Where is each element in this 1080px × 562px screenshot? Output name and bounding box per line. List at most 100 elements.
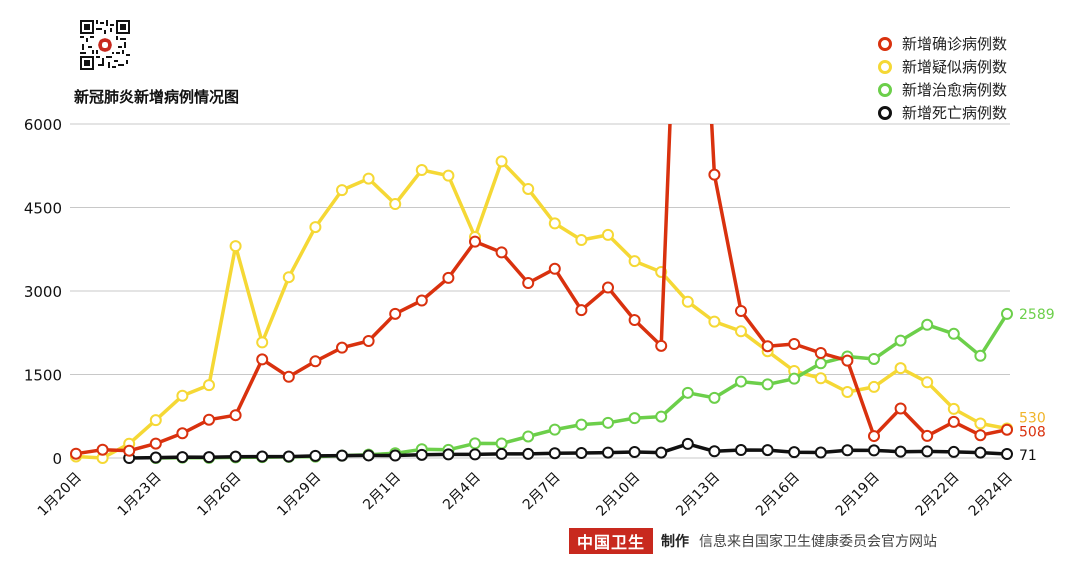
- data-point-deaths: [389, 449, 402, 462]
- data-point-cured: [469, 437, 481, 450]
- legend-label-suspected: 新增疑似病例数: [902, 58, 1008, 76]
- qr-code: [80, 20, 130, 70]
- data-point-deaths: [415, 448, 428, 461]
- x-tick-label: 1月20日: [35, 470, 85, 520]
- data-point-confirmed: [548, 262, 561, 275]
- data-point-cured: [602, 416, 614, 429]
- data-point-suspected: [947, 402, 960, 415]
- data-point-confirmed: [894, 402, 907, 415]
- data-point-cured: [628, 412, 641, 425]
- source-note: 信息来自国家卫生健康委员会官方网站: [699, 534, 938, 550]
- data-point-deaths: [681, 437, 694, 450]
- chart-legend: 新增确诊病例数 新增疑似病例数 新增治愈病例数 新增死亡病例数: [878, 32, 1007, 124]
- data-point-confirmed: [602, 281, 614, 294]
- legend-label-cured: 新增治愈病例数: [902, 81, 1008, 99]
- x-tick-label: 2月10日: [593, 470, 643, 520]
- footer-credit: 中国卫生 制作 信息来自国家卫生健康委员会官方网站: [569, 528, 937, 554]
- data-point-cured: [522, 430, 535, 443]
- data-point-suspected: [149, 414, 162, 427]
- data-point-suspected: [735, 325, 747, 338]
- data-point-confirmed: [735, 304, 747, 317]
- data-point-confirmed: [947, 415, 960, 428]
- data-point-suspected: [522, 182, 535, 195]
- data-point-confirmed: [96, 443, 109, 456]
- data-point-suspected: [548, 217, 561, 230]
- series-line-deaths: [127, 442, 1009, 460]
- data-point-suspected: [894, 362, 907, 375]
- end-label-deaths: 71: [1019, 448, 1037, 464]
- data-point-suspected: [841, 386, 854, 399]
- legend-item-confirmed: 新增确诊病例数: [878, 32, 1007, 55]
- x-tick-label: 1月26日: [194, 470, 244, 520]
- data-point-confirmed: [442, 271, 455, 284]
- data-point-deaths: [1001, 448, 1013, 461]
- end-label-cured: 2589: [1019, 307, 1055, 323]
- y-axis-tick-labels: 0 1500 3000 4500 6000: [24, 116, 62, 468]
- data-point-confirmed: [628, 314, 641, 327]
- data-point-cured: [708, 391, 721, 404]
- data-point-cured: [548, 423, 561, 436]
- data-point-cured: [681, 386, 694, 399]
- data-point-cured: [788, 372, 801, 385]
- legend-marker-deaths: [878, 105, 892, 120]
- data-point-confirmed: [655, 339, 668, 352]
- data-point-confirmed: [282, 370, 295, 383]
- data-point-confirmed: [149, 437, 162, 450]
- x-tick-label: 2月13日: [673, 470, 723, 520]
- data-point-confirmed: [814, 347, 827, 360]
- data-point-cured: [655, 410, 668, 423]
- y-tick-label: 1500: [24, 367, 62, 385]
- y-tick-label: 6000: [24, 116, 62, 134]
- data-point-cured: [735, 375, 747, 388]
- data-point-suspected: [282, 271, 295, 284]
- data-point-cured: [761, 378, 774, 391]
- brand-logo-text: 中国卫生: [569, 528, 654, 554]
- x-axis-tick-labels: 1月20日 1月23日 1月26日 1月29日 2月1日 2月4日 2月7日 2月10日 2月1…: [35, 470, 1016, 520]
- series-deaths: [123, 437, 1013, 464]
- data-point-suspected: [415, 164, 428, 177]
- data-point-cured: [921, 318, 934, 331]
- data-point-suspected: [336, 184, 348, 197]
- data-point-deaths: [628, 445, 641, 458]
- data-point-deaths: [974, 446, 987, 459]
- y-tick-label: 0: [52, 450, 62, 468]
- series-cured: [149, 307, 1013, 464]
- x-tick-label: 2月1日: [360, 470, 404, 514]
- x-tick-label: 2月16日: [753, 470, 803, 520]
- data-point-deaths: [655, 446, 668, 459]
- data-point-confirmed: [708, 168, 721, 181]
- legend-label-confirmed: 新增确诊病例数: [902, 35, 1008, 53]
- data-point-confirmed: [256, 353, 269, 366]
- data-point-deaths: [708, 445, 721, 458]
- data-point-confirmed: [575, 304, 588, 317]
- x-tick-label: 2月4日: [440, 470, 484, 514]
- data-point-suspected: [495, 155, 508, 168]
- x-tick-label: 1月29日: [274, 470, 324, 520]
- data-point-deaths: [203, 451, 215, 464]
- legend-label-deaths: 新增死亡病例数: [902, 104, 1008, 122]
- data-point-deaths: [788, 446, 801, 459]
- data-point-confirmed: [70, 447, 82, 460]
- data-point-cured: [894, 334, 907, 347]
- data-point-deaths: [256, 450, 269, 463]
- legend-item-suspected: 新增疑似病例数: [878, 55, 1007, 78]
- series-line-confirmed: [74, 124, 1009, 456]
- data-point-suspected: [203, 379, 215, 392]
- x-tick-label: 2月22日: [913, 470, 963, 520]
- data-point-suspected: [389, 198, 402, 211]
- legend-item-cured: 新增治愈病例数: [878, 78, 1007, 101]
- y-tick-label: 4500: [24, 200, 62, 218]
- data-point-confirmed: [469, 235, 481, 248]
- data-point-deaths: [575, 447, 588, 460]
- series-confirmed: [70, 124, 1013, 460]
- data-point-deaths: [735, 444, 747, 457]
- x-tick-label: 2月19日: [833, 470, 883, 520]
- data-point-cured: [868, 352, 880, 365]
- data-point-confirmed: [761, 340, 774, 353]
- data-point-suspected: [868, 380, 880, 393]
- data-point-confirmed: [788, 337, 801, 350]
- data-point-suspected: [974, 417, 987, 430]
- end-label-confirmed: 508: [1019, 425, 1046, 441]
